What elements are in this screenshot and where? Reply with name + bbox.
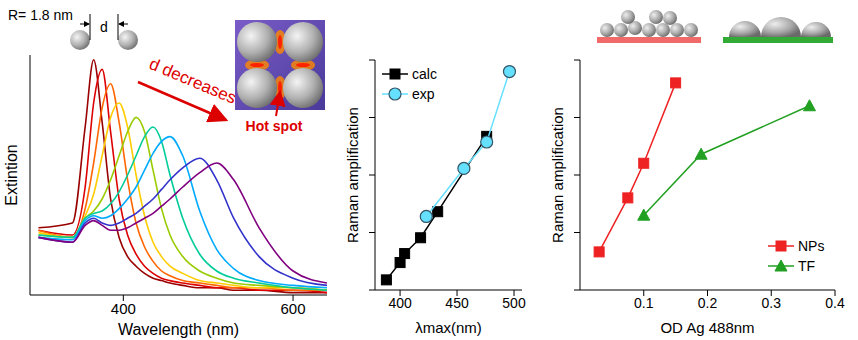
- svg-text:400: 400: [388, 295, 412, 311]
- svg-text:OD Ag 488nm: OD Ag 488nm: [660, 319, 754, 336]
- svg-text:0.2: 0.2: [698, 295, 718, 311]
- svg-text:450: 450: [445, 295, 469, 311]
- svg-text:0.3: 0.3: [762, 295, 782, 311]
- svg-text:0.1: 0.1: [634, 295, 654, 311]
- svg-text:Wavelength (nm): Wavelength (nm): [118, 321, 239, 338]
- svg-text:500: 500: [502, 295, 526, 311]
- html-text:calc: calc: [412, 66, 437, 82]
- svg-text:400: 400: [111, 300, 136, 317]
- html-text:exp: exp: [412, 86, 435, 102]
- svg-text:R= 1.8 nm: R= 1.8 nm: [8, 7, 73, 23]
- svg-text:Raman amplification: Raman amplification: [549, 107, 566, 243]
- svg-text:d decreases: d decreases: [146, 54, 239, 108]
- svg-text:Hot spot: Hot spot: [246, 118, 303, 134]
- svg-text:600: 600: [281, 300, 306, 317]
- svg-text:Extintion: Extintion: [3, 144, 20, 205]
- html-text:TF: TF: [798, 258, 816, 274]
- html-text:NPs: NPs: [798, 238, 825, 254]
- svg-text:Raman amplification: Raman amplification: [344, 107, 361, 243]
- svg-text:λmax(nm): λmax(nm): [415, 319, 482, 336]
- svg-text:d: d: [100, 19, 108, 35]
- svg-text:0.4: 0.4: [825, 295, 845, 311]
